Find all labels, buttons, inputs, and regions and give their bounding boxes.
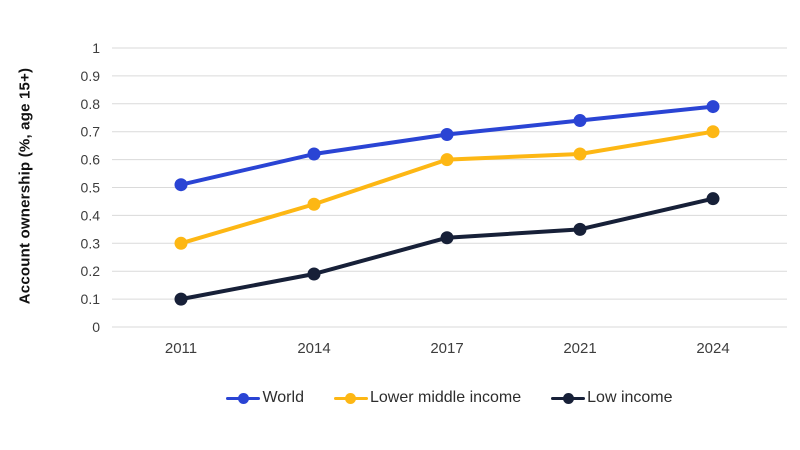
y-tick-label-0.4: 0.4 — [81, 207, 101, 223]
data-point-lower-middle-income-2017 — [440, 153, 454, 167]
y-tick-label-1: 1 — [92, 40, 100, 56]
y-tick-label-0.7: 0.7 — [81, 124, 101, 140]
data-point-lower-middle-income-2024 — [706, 125, 720, 139]
data-point-low-income-2021 — [573, 222, 587, 236]
legend-item-low-income: Low income — [551, 389, 673, 407]
y-tick-label-0.8: 0.8 — [81, 96, 101, 112]
data-point-world-2021 — [573, 114, 587, 128]
data-point-world-2014 — [307, 147, 321, 161]
legend-label-world: World — [262, 389, 304, 406]
data-point-low-income-2014 — [307, 267, 321, 281]
legend-item-world: World — [226, 389, 304, 407]
data-point-world-2017 — [440, 127, 454, 141]
y-tick-label-0.2: 0.2 — [81, 263, 101, 279]
legend-marker-icon-low-income — [551, 391, 586, 405]
y-tick-label-0.1: 0.1 — [81, 291, 101, 307]
y-tick-label-0.3: 0.3 — [81, 235, 101, 251]
data-point-low-income-2017 — [440, 231, 454, 245]
y-tick-label-0.5: 0.5 — [81, 180, 101, 196]
series-line-low-income — [179, 196, 715, 302]
data-point-world-2011 — [174, 178, 188, 192]
data-point-low-income-2024 — [706, 192, 720, 206]
data-point-lower-middle-income-2014 — [307, 197, 321, 211]
x-tick-label-2014: 2014 — [297, 340, 330, 357]
legend-dot-icon — [345, 392, 357, 404]
y-tick-label-0.9: 0.9 — [81, 68, 101, 84]
legend-dot-icon — [237, 392, 249, 404]
chart-legend: World Lower middle income Low income — [112, 384, 787, 412]
y-tick-label-0: 0 — [92, 319, 100, 335]
legend-label-lower-middle-income: Lower middle income — [369, 389, 522, 406]
x-tick-label-2021: 2021 — [563, 340, 596, 357]
data-point-lower-middle-income-2011 — [174, 236, 188, 250]
x-tick-label-2011: 2011 — [165, 340, 197, 357]
legend-marker-icon-world — [226, 391, 261, 405]
data-point-lower-middle-income-2021 — [573, 147, 587, 161]
legend-marker-icon-lower-middle-income — [333, 391, 368, 405]
x-tick-label-2017: 2017 — [430, 340, 463, 357]
x-tick-label-2024: 2024 — [696, 340, 729, 357]
data-point-low-income-2011 — [174, 292, 188, 306]
y-tick-label-0.6: 0.6 — [81, 152, 101, 168]
legend-dot-icon — [562, 392, 574, 404]
legend-item-lower-middle-income: Lower middle income — [333, 389, 522, 407]
data-point-world-2024 — [706, 100, 720, 114]
legend-label-low-income: Low income — [587, 389, 673, 406]
